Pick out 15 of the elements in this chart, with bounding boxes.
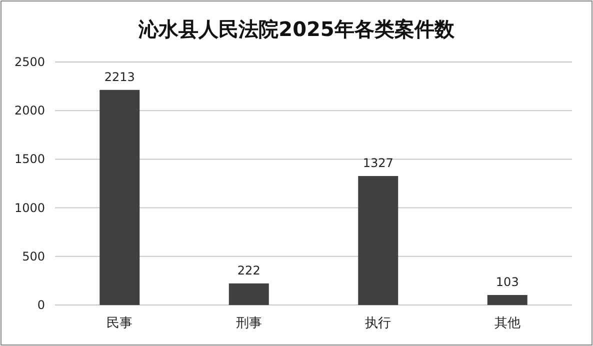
y-tick-label: 2500 — [14, 55, 45, 69]
data-label: 103 — [496, 274, 519, 289]
chart-title: 沁水县人民法院2025年各类案件数 — [138, 17, 456, 41]
y-tick-label: 0 — [37, 298, 45, 312]
data-label: 1327 — [362, 156, 394, 170]
y-tick-label: 1500 — [14, 152, 45, 166]
data-label: 2213 — [104, 70, 135, 84]
data-label: 222 — [237, 263, 260, 278]
y-tick-label: 1000 — [14, 200, 45, 215]
y-tick-label: 2000 — [14, 104, 45, 118]
y-tick-label: 500 — [22, 249, 45, 264]
x-tick-label: 其他 — [494, 316, 520, 331]
x-tick-label: 刑事 — [236, 316, 262, 331]
x-tick-label: 执行 — [365, 316, 392, 331]
x-tick-label: 民事 — [106, 316, 133, 331]
